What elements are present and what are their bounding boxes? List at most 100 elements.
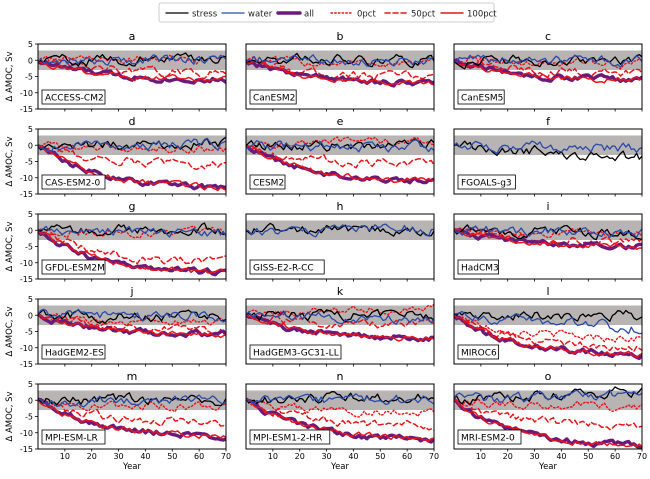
y-tick-label: -10 xyxy=(20,429,33,438)
panel-letter: d xyxy=(129,115,136,128)
model-name: ACCESS-CM2 xyxy=(45,94,104,104)
series-line-50pct xyxy=(454,312,642,353)
series-line-0pct xyxy=(38,225,226,239)
series-group xyxy=(38,222,226,277)
series-line-50pct xyxy=(454,59,642,78)
series-line-water xyxy=(454,389,642,403)
series-group xyxy=(246,222,434,238)
legend-label-100pct: 100pct xyxy=(467,10,497,20)
series-line-50pct xyxy=(246,55,434,80)
x-tick-label: 40 xyxy=(556,452,566,461)
panel-g: g GFDL-ESM2M 5 0 -5 -10 -15 Δ AMOC, Sv xyxy=(5,200,227,284)
variability-band xyxy=(38,135,226,155)
x-tick-label: 20 xyxy=(87,452,97,461)
legend-label-0pct: 0pct xyxy=(357,10,376,20)
x-tick-label: 30 xyxy=(529,452,539,461)
variability-band xyxy=(38,390,226,410)
model-label: FGOALS-g3 xyxy=(457,174,516,190)
y-tick-label: -5 xyxy=(25,158,33,167)
model-name: MPI-ESM1-2-HR xyxy=(253,434,322,444)
model-name: MIROC6 xyxy=(461,349,497,359)
series-line-stress xyxy=(454,309,642,322)
series-group xyxy=(454,140,642,162)
panel-letter: f xyxy=(546,115,551,128)
y-tick-label: 0 xyxy=(28,141,33,150)
y-tick-label: -15 xyxy=(20,275,33,284)
panel-frame xyxy=(453,298,643,365)
series-line-water xyxy=(454,225,642,239)
y-tick-label: 0 xyxy=(28,311,33,320)
series-line-50pct xyxy=(246,145,434,169)
model-label: CanESM2 xyxy=(249,89,297,105)
y-axis-label: Δ AMOC, Sv xyxy=(5,136,15,186)
series-line-water xyxy=(246,393,434,406)
legend-label-stress: stress xyxy=(192,10,218,20)
legend-label-water: water xyxy=(248,10,273,20)
series-line-water xyxy=(38,137,226,153)
x-tick-label: 50 xyxy=(375,452,385,461)
panel-c: c CanESM5 xyxy=(453,30,643,112)
model-name: FGOALS-g3 xyxy=(461,179,512,189)
x-tick-label: 40 xyxy=(140,452,150,461)
series-line-water xyxy=(454,310,642,335)
series-line-water xyxy=(38,225,226,238)
series-group xyxy=(246,52,434,88)
model-label: GFDL-ESM2M xyxy=(41,259,106,275)
panel-frame xyxy=(245,298,435,365)
y-tick-label: -5 xyxy=(25,328,33,337)
model-label: ACCESS-CM2 xyxy=(41,89,106,105)
model-name: HadCM3 xyxy=(461,264,499,274)
series-line-water xyxy=(454,54,642,68)
series-line-all xyxy=(454,58,642,83)
panel-i: i HadCM3 xyxy=(453,200,643,282)
model-name: CanESM2 xyxy=(253,94,295,104)
panel-frame xyxy=(245,43,435,110)
x-tick-label: 10 xyxy=(60,452,70,461)
panel-k: k HadGEM3-GC31-LL xyxy=(245,285,435,367)
y-tick-label: 5 xyxy=(28,380,33,389)
x-tick-label: 60 xyxy=(194,452,204,461)
x-axis-label: Year xyxy=(122,462,142,472)
x-tick-label: 70 xyxy=(221,452,231,461)
y-tick-label: -5 xyxy=(25,73,33,82)
series-group xyxy=(454,309,642,361)
legend-frame xyxy=(158,2,495,23)
series-line-50pct xyxy=(38,313,226,336)
series-line-water xyxy=(38,394,226,408)
y-tick-label: -10 xyxy=(20,89,33,98)
y-tick-label: -10 xyxy=(20,344,33,353)
panel-letter: b xyxy=(337,30,344,43)
panel-d: d CAS-ESM2-0 5 0 -5 -10 -15 Δ AMOC, Sv xyxy=(5,115,227,199)
series-group xyxy=(454,386,642,449)
series-group xyxy=(38,52,226,85)
model-label: MPI-ESM1-2-HR xyxy=(249,429,331,445)
y-tick-label: 5 xyxy=(28,40,33,49)
model-name: CESM2 xyxy=(253,179,284,189)
x-tick-label: 30 xyxy=(321,452,331,461)
panel-f: f FGOALS-g3 xyxy=(453,115,643,197)
x-tick-label: 20 xyxy=(295,452,305,461)
panel-letter: g xyxy=(129,200,136,213)
variability-band xyxy=(454,220,642,240)
x-tick-label: 50 xyxy=(583,452,593,461)
model-name: MRI-ESM2-0 xyxy=(461,434,515,444)
series-line-50pct xyxy=(454,397,642,431)
x-tick-label: 10 xyxy=(268,452,278,461)
series-line-50pct xyxy=(38,228,226,265)
series-line-100pct xyxy=(38,314,226,339)
y-tick-label: -15 xyxy=(20,445,33,454)
variability-band xyxy=(38,305,226,325)
y-tick-label: -15 xyxy=(20,190,33,199)
y-tick-label: 5 xyxy=(28,210,33,219)
x-axis-label: Year xyxy=(538,462,558,472)
series-line-100pct xyxy=(246,398,434,442)
series-line-100pct xyxy=(246,313,434,342)
y-tick-label: -5 xyxy=(25,243,33,252)
series-line-100pct xyxy=(454,60,642,84)
series-group xyxy=(246,391,434,444)
series-group xyxy=(38,392,226,442)
panel-o: o MRI-ESM2-0 10 20 30 40 50 60 70 Year xyxy=(453,370,647,472)
panel-l: l MIROC6 xyxy=(453,285,643,367)
model-name: HadGEM3-GC31-LL xyxy=(253,349,339,359)
